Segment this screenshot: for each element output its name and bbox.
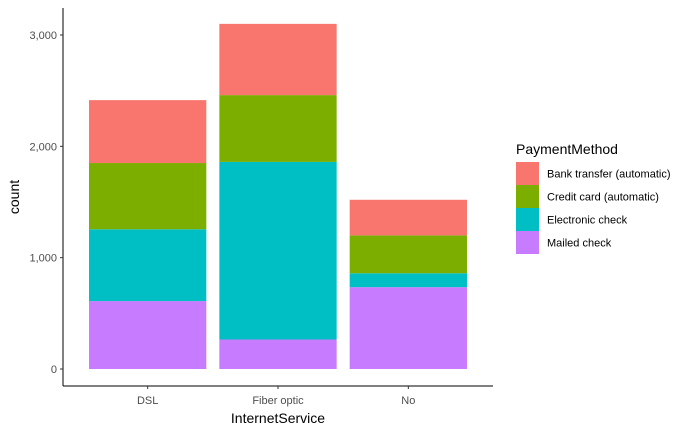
legend-label: Bank transfer (automatic) bbox=[547, 169, 671, 181]
legend-key-credit-card-automatic bbox=[516, 185, 539, 208]
legend-label: Credit card (automatic) bbox=[547, 192, 659, 204]
bar-segment-fiber-optic-electronic-check bbox=[219, 161, 337, 340]
y-tick-label: 3,000 bbox=[29, 30, 57, 42]
legend-label: Mailed check bbox=[547, 238, 612, 250]
y-tick-label: 1,000 bbox=[29, 253, 57, 265]
bar-segment-dsl-credit-card-automatic bbox=[89, 163, 207, 230]
y-axis-title: count bbox=[6, 180, 22, 214]
x-tick-label: No bbox=[401, 395, 415, 407]
legend-title: PaymentMethod bbox=[516, 141, 618, 157]
y-tick-label: 2,000 bbox=[29, 141, 57, 153]
legend: Bank transfer (automatic) Credit card (au… bbox=[516, 162, 671, 254]
bar-segment-no-electronic-check bbox=[349, 273, 467, 288]
legend-label: Electronic check bbox=[547, 215, 628, 227]
x-tick-label: DSL bbox=[137, 395, 158, 407]
bar-segment-dsl-bank-transfer-automatic bbox=[89, 100, 207, 164]
bars-layer bbox=[89, 23, 467, 369]
y-tick-label: 0 bbox=[51, 364, 57, 376]
bar-segment-fiber-optic-mailed-check bbox=[219, 339, 337, 369]
bar-segment-no-bank-transfer-automatic bbox=[349, 199, 467, 236]
bar-segment-no-mailed-check bbox=[349, 287, 467, 369]
bar-segment-fiber-optic-bank-transfer-automatic bbox=[219, 23, 337, 96]
legend-key-mailed-check bbox=[516, 231, 539, 254]
x-axis-title: InternetService bbox=[231, 410, 325, 426]
bar-segment-dsl-electronic-check bbox=[89, 229, 207, 302]
legend-key-electronic-check bbox=[516, 208, 539, 231]
bar-segment-dsl-mailed-check bbox=[89, 301, 207, 369]
x-tick-label: Fiber optic bbox=[252, 395, 304, 407]
bar-segment-fiber-optic-credit-card-automatic bbox=[219, 95, 337, 162]
legend-key-bank-transfer-automatic bbox=[516, 162, 539, 185]
bar-segment-no-credit-card-automatic bbox=[349, 235, 467, 274]
axes-layer: 0 1,000 2,000 3,000 DSL Fiber optic No bbox=[29, 8, 493, 407]
